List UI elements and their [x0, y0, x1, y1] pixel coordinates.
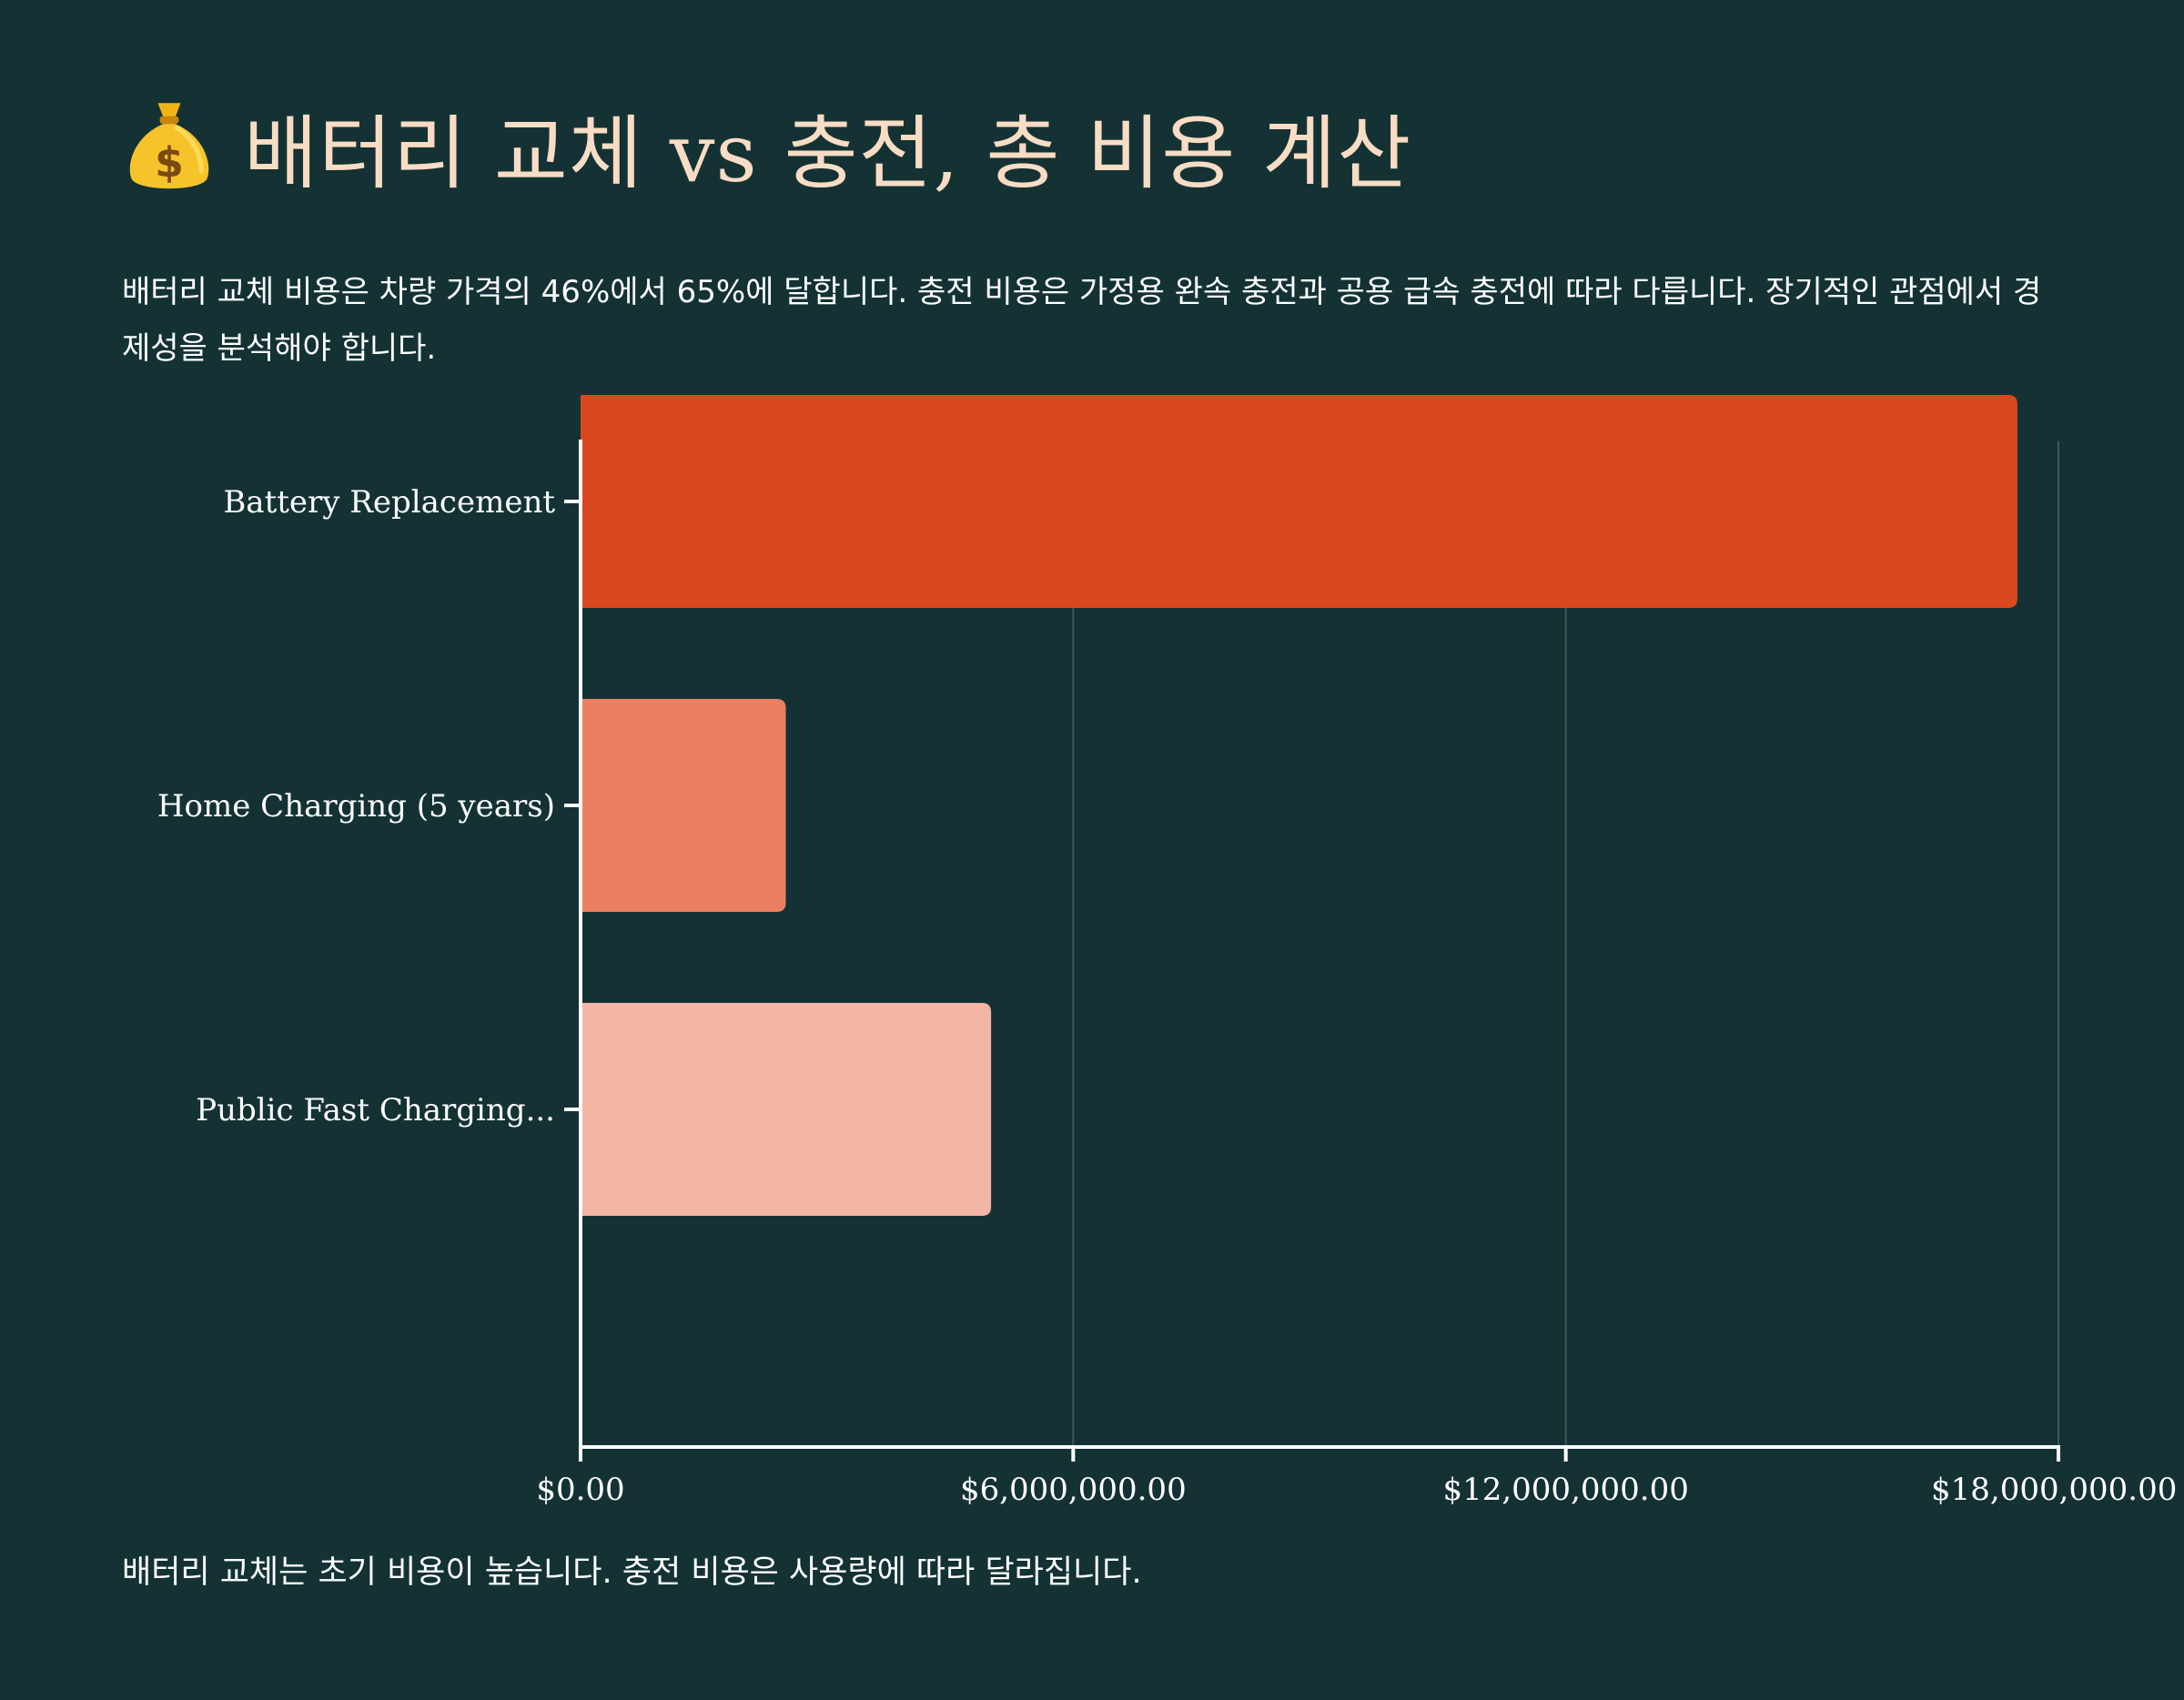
bar — [581, 1003, 992, 1216]
x-tick-label: $12,000,000.00 — [1442, 1472, 1688, 1508]
x-tick-label: $0.00 — [536, 1472, 624, 1508]
title-row: $ 배터리 교체 vs 충전, 총 비용 계산 — [122, 87, 1411, 206]
bar — [581, 395, 2017, 608]
page-title: 배터리 교체 vs 충전, 총 비용 계산 — [244, 106, 1412, 200]
y-tick-label: Battery Replacement — [223, 484, 555, 521]
description-text: 배터리 교체 비용은 차량 가격의 46%에서 65%에 달합니다. 충전 비용… — [122, 274, 2042, 367]
money-bag-icon: $ — [129, 103, 209, 189]
svg-text:$: $ — [155, 138, 184, 187]
x-tick-label: $6,000,000.00 — [960, 1472, 1187, 1508]
x-tick-label: $18,000,000.00 — [1931, 1472, 2177, 1508]
footnote-text: 배터리 교체는 초기 비용이 높습니다. 충전 비용은 사용량에 따라 달라집니… — [122, 1554, 1142, 1591]
bar — [581, 699, 786, 912]
y-tick-label: Home Charging (5 years) — [157, 788, 555, 825]
y-tick-label: Public Fast Charging... — [196, 1092, 555, 1128]
